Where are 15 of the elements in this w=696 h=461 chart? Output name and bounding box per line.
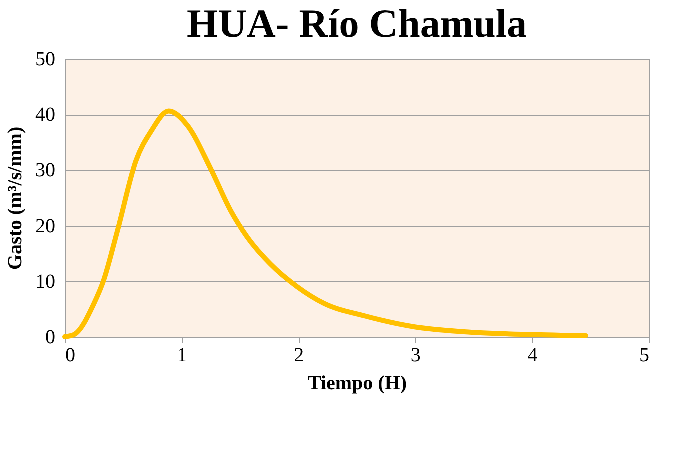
x-tick-label: 4 <box>528 344 538 366</box>
y-tick-label: 10 <box>36 270 56 293</box>
x-tick-label: 3 <box>410 344 421 366</box>
x-axis-title: Tiempo (H) <box>308 372 408 394</box>
y-axis-title: Gasto (m³/s/mm) <box>4 126 26 270</box>
y-tick-label: 0 <box>46 326 56 348</box>
y-tick-label: 50 <box>36 48 56 70</box>
y-tick-label: 30 <box>36 160 56 182</box>
x-tick-label: 5 <box>640 344 650 366</box>
x-tick-label: 2 <box>294 344 304 366</box>
x-tick-label: 0 <box>66 344 76 366</box>
chart-title: HUA- Río Chamula <box>186 1 528 46</box>
x-tick-label: 1 <box>177 344 188 366</box>
y-tick-label: 40 <box>36 104 56 126</box>
y-tick-label: 20 <box>36 215 56 238</box>
